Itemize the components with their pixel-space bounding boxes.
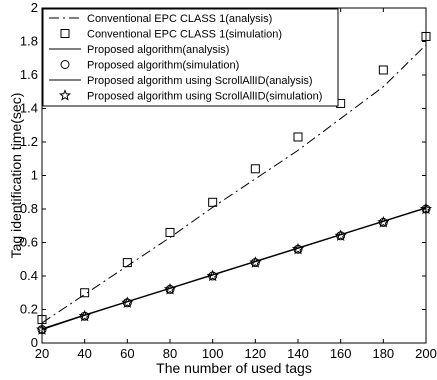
legend-marker-circle [60, 60, 70, 69]
series-line [41, 207, 427, 330]
series-line [41, 207, 427, 331]
series-5 [41, 207, 427, 330]
y-tick-label: 0 [31, 335, 38, 350]
y-tick-label: 0.6 [20, 235, 38, 250]
data-point-square [250, 164, 260, 174]
legend-marker-star [58, 89, 72, 101]
data-point-square [165, 227, 175, 237]
data-point-square [122, 258, 132, 268]
x-tick-label: 160 [330, 346, 352, 361]
legend-item: Proposed algorithm(analysis) [49, 44, 229, 56]
data-point-star [377, 216, 390, 228]
data-point-star [334, 229, 347, 241]
y-tick-label: 1 [31, 168, 38, 183]
legend-item: Conventional EPC CLASS 1(simulation) [60, 29, 282, 41]
y-tick-label: 1.6 [20, 67, 38, 82]
legend-marker-square [60, 29, 70, 38]
y-tick-label: 0.8 [20, 201, 38, 216]
data-point-star [206, 269, 219, 282]
legend-label: Conventional EPC CLASS 1(simulation) [87, 29, 282, 41]
data-point-square [378, 65, 388, 75]
legend-item: Conventional EPC CLASS 1(analysis) [49, 13, 272, 25]
x-tick-label: 80 [163, 346, 177, 361]
legend-item: Proposed algorithm using ScrollAllID(sim… [58, 89, 322, 103]
data-point-square [80, 288, 90, 298]
x-tick-label: 20 [35, 346, 49, 361]
legend-label: Proposed algorithm(analysis) [87, 44, 229, 56]
data-point-star [35, 323, 49, 335]
x-tick-label: 140 [287, 346, 309, 361]
legend-label: Conventional EPC CLASS 1(analysis) [87, 13, 272, 25]
x-tick-label: 100 [202, 346, 224, 361]
data-point-square [208, 197, 218, 207]
data-point-square [421, 31, 431, 41]
data-point-star [78, 309, 91, 322]
y-tick-label: 0.4 [20, 268, 38, 283]
legend-box [42, 8, 339, 107]
data-point-star [163, 283, 177, 295]
series-3 [41, 207, 427, 331]
data-point-star [121, 296, 134, 308]
y-axis-label: Tag identification time(sec) [8, 93, 24, 259]
x-tick-label: 120 [244, 346, 266, 361]
series-4 [37, 204, 431, 335]
data-point-star [291, 242, 305, 255]
y-tick-label: 0.2 [20, 302, 38, 317]
series-1 [41, 44, 427, 324]
y-tick-label: 1.4 [20, 101, 38, 116]
x-axis-label: The number of used tags [156, 360, 312, 376]
x-tick-label: 200 [415, 346, 437, 361]
series-6 [35, 202, 433, 335]
data-point-square [293, 132, 303, 142]
legend-item: Proposed algorithm using ScrollAllID(ana… [49, 75, 313, 87]
series-line [41, 44, 427, 324]
x-tick-label: 40 [77, 346, 91, 361]
y-tick-label: 1.2 [20, 134, 38, 149]
y-tick-label: 1.8 [20, 34, 38, 49]
x-tick-label: 180 [372, 346, 394, 361]
x-tick-label: 60 [120, 346, 134, 361]
y-tick-label: 2 [31, 0, 38, 15]
data-point-star [419, 202, 433, 215]
legend-item: Proposed algorithm(simulation) [60, 60, 239, 72]
legend-label: Proposed algorithm using ScrollAllID(ana… [87, 75, 313, 87]
legend-label: Proposed algorithm using ScrollAllID(sim… [87, 91, 322, 103]
data-point-star [249, 256, 262, 268]
legend-label: Proposed algorithm(simulation) [87, 60, 239, 72]
series-2 [37, 31, 431, 325]
